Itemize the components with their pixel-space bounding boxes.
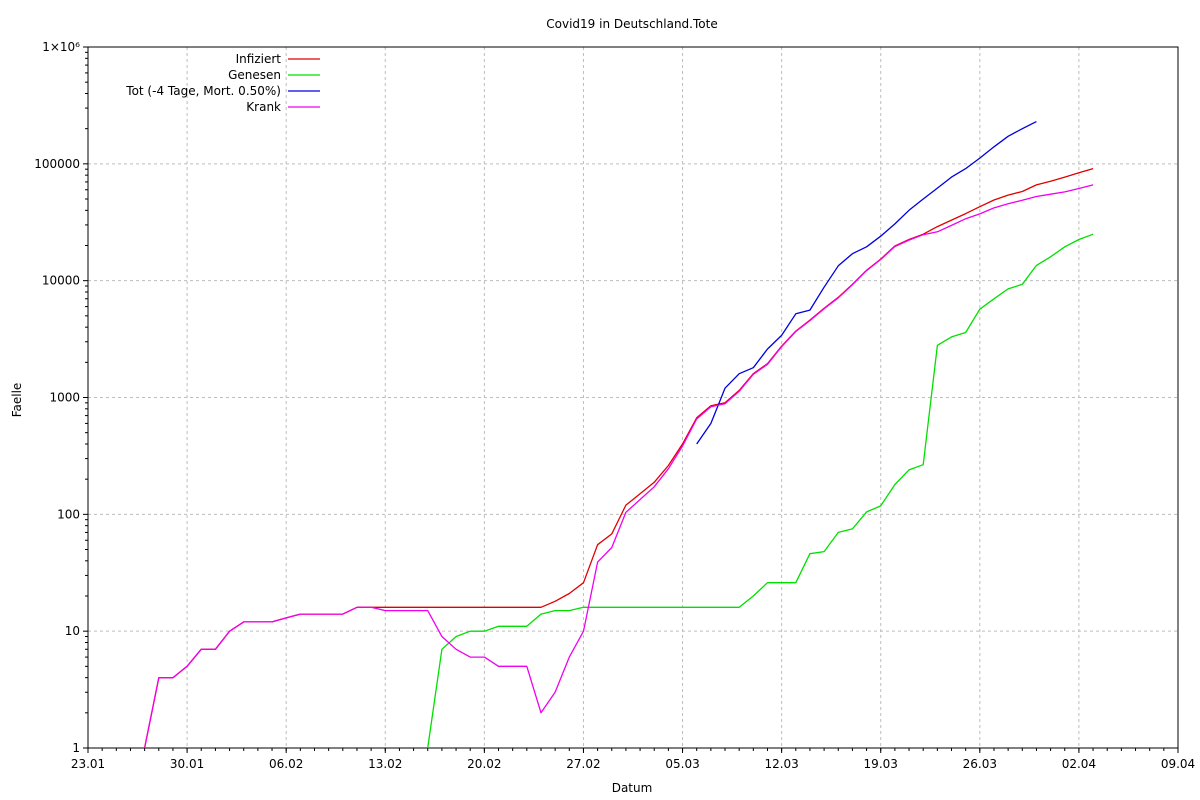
x-tick-label: 12.03 bbox=[764, 757, 798, 771]
legend-label: Tot (-4 Tage, Mort. 0.50%) bbox=[125, 84, 281, 98]
x-tick-label: 30.01 bbox=[170, 757, 204, 771]
x-axis-label: Datum bbox=[612, 781, 653, 795]
series-lines bbox=[143, 121, 1094, 749]
x-tick-label: 09.04 bbox=[1161, 757, 1195, 771]
legend: Infiziert Genesen Tot (-4 Tage, Mort. 0.50… bbox=[125, 52, 320, 114]
x-tick-label: 13.02 bbox=[368, 757, 402, 771]
series-line-2 bbox=[427, 233, 1094, 749]
x-tick-label: 19.03 bbox=[864, 757, 898, 771]
series-line-4 bbox=[143, 184, 1094, 749]
x-tick-label: 26.03 bbox=[963, 757, 997, 771]
x-tick-label: 05.03 bbox=[665, 757, 699, 771]
chart-title: Covid19 in Deutschland.Tote bbox=[546, 17, 717, 31]
legend-label: Krank bbox=[246, 100, 281, 114]
y-tick-label: 1×10⁶ bbox=[42, 40, 80, 54]
gridlines bbox=[88, 47, 1178, 748]
x-tick-label: 27.02 bbox=[566, 757, 600, 771]
x-tick-label: 02.04 bbox=[1062, 757, 1096, 771]
y-tick-label: 100 bbox=[57, 507, 80, 521]
y-tick-label: 10000 bbox=[42, 274, 80, 288]
y-tick-label: 100000 bbox=[34, 157, 80, 171]
y-tick-label: 1 bbox=[72, 741, 80, 755]
y-axis-label: Faelle bbox=[10, 383, 24, 418]
x-tick-label: 06.02 bbox=[269, 757, 303, 771]
x-tick-label: 23.01 bbox=[71, 757, 105, 771]
legend-label: Infiziert bbox=[236, 52, 282, 66]
x-tick-label: 20.02 bbox=[467, 757, 501, 771]
y-tick-label: 10 bbox=[65, 624, 80, 638]
series-line-1 bbox=[143, 167, 1094, 749]
y-tick-label: 1000 bbox=[49, 391, 80, 405]
legend-label: Genesen bbox=[228, 68, 281, 82]
series-line-3 bbox=[696, 121, 1037, 445]
axis-ticks: 1 10 100 1000 10000 100000 1×10⁶ 23.01 30.01 06.0… bbox=[34, 40, 1195, 771]
